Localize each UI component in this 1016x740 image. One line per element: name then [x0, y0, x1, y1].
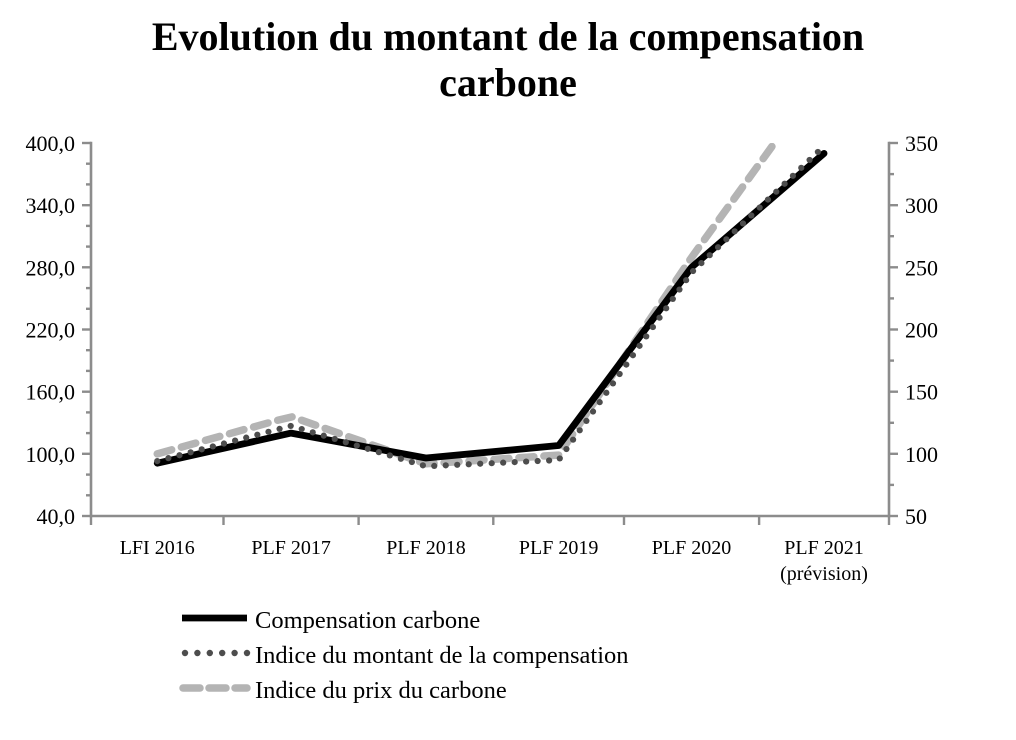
- svg-text:220,0: 220,0: [26, 318, 76, 343]
- svg-text:Indice du montant de la compen: Indice du montant de la compensation: [255, 642, 629, 669]
- svg-text:280,0: 280,0: [26, 255, 76, 280]
- svg-text:(prévision): (prévision): [780, 563, 868, 585]
- svg-text:200: 200: [905, 318, 938, 343]
- svg-text:LFI 2016: LFI 2016: [120, 537, 195, 559]
- svg-text:340,0: 340,0: [26, 193, 76, 218]
- svg-text:40,0: 40,0: [37, 504, 76, 529]
- svg-text:Compensation carbone: Compensation carbone: [255, 607, 480, 634]
- svg-text:PLF 2017: PLF 2017: [251, 537, 330, 559]
- svg-text:350: 350: [905, 131, 938, 156]
- svg-text:100: 100: [905, 442, 938, 467]
- svg-text:160,0: 160,0: [26, 380, 76, 405]
- svg-text:50: 50: [905, 504, 927, 529]
- svg-text:150: 150: [905, 380, 938, 405]
- svg-text:PLF 2020: PLF 2020: [652, 537, 731, 559]
- svg-text:400,0: 400,0: [26, 131, 76, 156]
- svg-text:300: 300: [905, 193, 938, 218]
- svg-text:PLF 2019: PLF 2019: [519, 537, 598, 559]
- svg-text:250: 250: [905, 255, 938, 280]
- svg-text:PLF 2018: PLF 2018: [386, 537, 465, 559]
- svg-text:100,0: 100,0: [26, 442, 76, 467]
- svg-text:Indice du prix du carbone: Indice du prix du carbone: [255, 677, 507, 704]
- svg-text:PLF 2021: PLF 2021: [784, 537, 863, 559]
